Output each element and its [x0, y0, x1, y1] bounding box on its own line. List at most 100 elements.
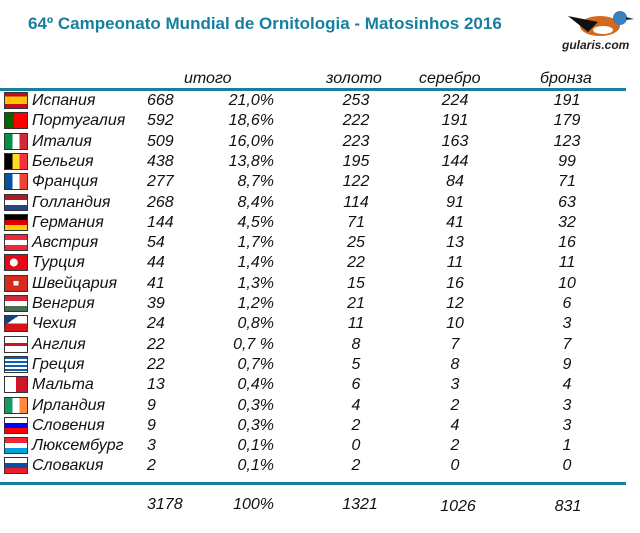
bird-logo-icon — [568, 11, 634, 36]
bronze-count: 11 — [558, 254, 576, 272]
silver-count: 2 — [450, 396, 460, 414]
totals-total: 3178 — [147, 496, 183, 513]
country-name: Германия — [32, 213, 104, 231]
country-name: Голландия — [32, 193, 111, 211]
flag-de-icon — [4, 213, 28, 231]
table-row: Франция 277 8,7% 122 84 71 — [0, 172, 640, 192]
flag-fr-icon — [4, 173, 28, 191]
gold-count: 2 — [351, 457, 361, 475]
percent: 0,4% — [237, 376, 274, 394]
silver-count: 7 — [450, 335, 460, 353]
header-silver: серебро — [419, 70, 481, 87]
total-count: 668 — [147, 92, 174, 109]
flag-ie-icon — [4, 396, 28, 414]
bronze-count: 191 — [553, 92, 581, 109]
silver-count: 91 — [446, 193, 464, 211]
table-row: Италия 509 16,0% 223 163 123 — [0, 132, 640, 152]
flag-it-icon — [4, 132, 28, 150]
total-count: 22 — [147, 335, 165, 353]
percent: 0,3% — [237, 396, 274, 414]
percent: 1,7% — [237, 234, 274, 252]
gold-count: 122 — [342, 173, 370, 191]
header-gold: золото — [326, 70, 382, 87]
percent: 0,1% — [237, 457, 274, 475]
table-row: Люксембург 3 0,1% 0 2 1 — [0, 436, 640, 456]
total-count: 592 — [147, 112, 174, 130]
gold-count: 25 — [347, 234, 365, 252]
table-row: Австрия 54 1,7% 25 13 16 — [0, 233, 640, 253]
table-row: Мальта 13 0,4% 6 3 4 — [0, 375, 640, 395]
flag-gr-icon — [4, 355, 28, 373]
silver-count: 144 — [441, 152, 469, 170]
table-row: Голландия 268 8,4% 114 91 63 — [0, 193, 640, 213]
gold-count: 22 — [347, 254, 365, 272]
country-name: Венгрия — [32, 295, 95, 312]
percent: 16,0% — [228, 132, 274, 150]
gold-count: 5 — [351, 355, 361, 373]
table-row: Англия 22 0,7 % 8 7 7 — [0, 335, 640, 355]
country-name: Словения — [32, 416, 105, 434]
bronze-count: 16 — [558, 234, 576, 252]
country-name: Мальта — [32, 376, 94, 394]
percent: 8,4% — [237, 193, 274, 211]
table-row: Словакия 2 0,1% 2 0 0 — [0, 456, 640, 476]
silver-count: 10 — [446, 315, 464, 333]
bronze-count: 179 — [553, 112, 581, 130]
table-row: Швейцария 41 1,3% 15 16 10 — [0, 274, 640, 294]
percent: 0,3% — [237, 416, 274, 434]
table-row: Испания 668 21,0% 253 224 191 — [0, 91, 640, 111]
total-count: 277 — [147, 173, 174, 191]
gold-count: 114 — [343, 193, 369, 211]
gold-count: 8 — [351, 335, 361, 353]
totals-divider — [0, 482, 626, 485]
country-name: Словакия — [32, 457, 104, 475]
flag-lu-icon — [4, 437, 28, 455]
silver-count: 13 — [446, 234, 464, 252]
gold-count: 0 — [351, 437, 361, 455]
total-count: 54 — [147, 234, 165, 252]
flag-sk-icon — [4, 457, 28, 475]
percent: 0,7% — [237, 355, 274, 373]
country-name: Люксембург — [32, 437, 124, 455]
country-name: Бельгия — [32, 152, 94, 170]
table-row: Бельгия 438 13,8% 195 144 99 — [0, 152, 640, 172]
silver-count: 4 — [450, 416, 460, 434]
percent: 18,6% — [228, 112, 274, 130]
total-count: 2 — [147, 457, 156, 475]
country-name: Швейцария — [32, 274, 118, 292]
gold-count: 71 — [347, 213, 365, 231]
percent: 1,2% — [237, 295, 274, 312]
flag-pt-icon — [4, 112, 28, 130]
silver-count: 11 — [446, 254, 464, 272]
total-count: 24 — [147, 315, 165, 333]
country-name: Италия — [32, 132, 92, 150]
total-count: 13 — [147, 376, 165, 394]
silver-count: 84 — [446, 173, 464, 191]
total-count: 509 — [147, 132, 174, 150]
totals-bronze: 831 — [554, 498, 582, 515]
total-count: 39 — [147, 295, 165, 312]
percent: 0,8% — [237, 315, 274, 333]
table-row: Венгрия 39 1,2% 21 12 6 — [0, 294, 640, 314]
total-count: 22 — [147, 355, 165, 373]
header-total: итого — [184, 70, 232, 87]
gold-count: 2 — [351, 416, 361, 434]
gold-count: 222 — [342, 112, 370, 130]
flag-nl-icon — [4, 193, 28, 211]
flag-tr-icon — [4, 254, 28, 272]
bronze-count: 3 — [562, 416, 572, 434]
silver-count: 191 — [441, 112, 469, 130]
logo-text: gularis.com — [562, 38, 630, 52]
bronze-count: 63 — [558, 193, 576, 211]
country-name: Австрия — [32, 234, 99, 252]
bronze-count: 4 — [562, 376, 572, 394]
country-name: Ирландия — [32, 396, 106, 414]
totals-pct: 100% — [233, 496, 274, 513]
header-divider — [0, 88, 626, 91]
total-count: 9 — [147, 416, 156, 434]
country-name: Чехия — [32, 315, 77, 333]
country-name: Испания — [32, 92, 96, 109]
percent: 21,0% — [228, 92, 274, 109]
bronze-count: 1 — [562, 437, 572, 455]
bronze-count: 123 — [553, 132, 581, 150]
